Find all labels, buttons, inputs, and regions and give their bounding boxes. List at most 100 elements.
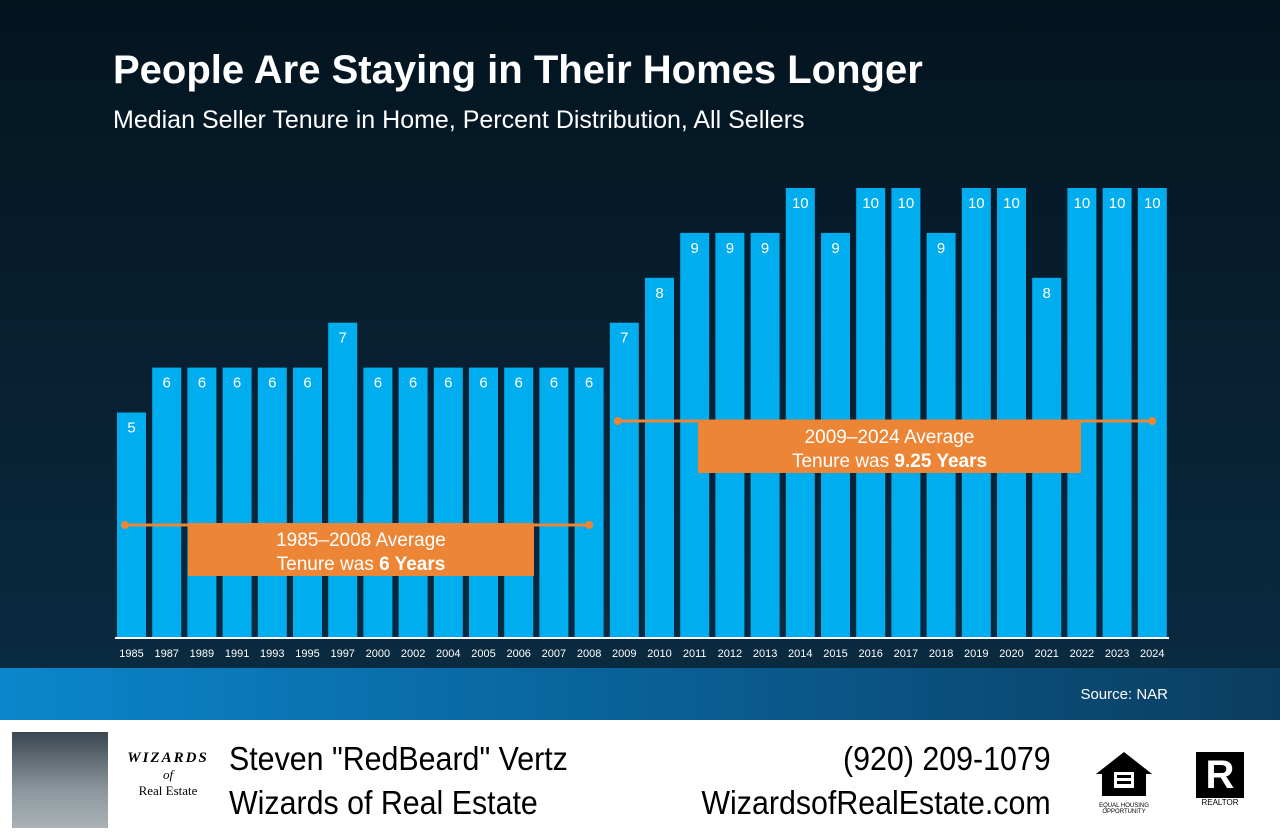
footer: WIZARDS of Real Estate Steven "RedBeard"… (0, 720, 1280, 840)
data-label-2021: 8 (1043, 285, 1051, 302)
x-tick-label: 1993 (260, 648, 284, 660)
realtor-logo: R REALTOR (1192, 752, 1248, 807)
equal-housing-logo: EQUAL HOUSING OPPORTUNITY (1094, 750, 1154, 815)
bar-2014 (785, 188, 815, 637)
data-label-2005: 6 (479, 375, 487, 392)
data-label-2012: 9 (726, 240, 734, 257)
bar-2019 (961, 188, 991, 637)
bar-2024 (1137, 188, 1167, 637)
chart-area: People Are Staying in Their Homes Longer… (0, 0, 1280, 668)
realtor-icon: R (1196, 752, 1244, 798)
bar-2000 (363, 367, 393, 637)
bar-2009 (609, 322, 639, 637)
bar-1997 (328, 322, 358, 637)
x-tick-label: 2007 (542, 648, 566, 660)
bar-2005 (469, 367, 498, 637)
data-label-2009: 7 (620, 330, 628, 347)
x-tick-label: 2011 (683, 648, 707, 660)
x-tick-label: 2020 (999, 648, 1023, 660)
x-tick-label: 2014 (788, 648, 812, 660)
bar-2008 (574, 367, 604, 637)
x-tick-label: 1989 (190, 648, 214, 660)
x-tick-label: 2006 (506, 648, 530, 660)
x-tick-label: 1997 (330, 648, 354, 660)
x-tick-label: 2015 (823, 648, 847, 660)
data-label-2020: 10 (1003, 195, 1020, 212)
average-line-endpoint (1148, 417, 1157, 425)
x-tick-label: 1987 (154, 648, 178, 660)
data-label-2008: 6 (585, 375, 593, 392)
data-label-1989: 6 (198, 375, 206, 392)
average-callout (188, 523, 534, 576)
average-callout-line1: 1985–2008 Average (276, 530, 446, 551)
data-label-1997: 7 (339, 330, 347, 347)
average-callout-line2: Tenure was 9.25 Years (792, 451, 987, 472)
x-tick-label: 2009 (612, 648, 636, 660)
equal-housing-icon (1096, 752, 1152, 796)
chart-title: People Are Staying in Their Homes Longer (113, 48, 923, 92)
average-callout (698, 420, 1081, 473)
bar-2010 (645, 277, 674, 637)
x-tick-label: 2022 (1070, 648, 1094, 660)
x-tick-label: 2010 (647, 648, 671, 660)
data-label-2019: 10 (968, 195, 985, 212)
bar-2007 (539, 367, 569, 637)
data-label-2018: 9 (937, 240, 945, 257)
bar-chart: 5 1985 6 1987 6 1989 6 1991 6 1993 6 1995 7 1997 6 2000… (117, 188, 1167, 660)
x-tick-label: 2016 (858, 648, 882, 660)
bar-2004 (433, 367, 463, 637)
data-label-1993: 6 (268, 375, 276, 392)
x-tick-label: 2023 (1105, 648, 1129, 660)
company-logo: WIZARDS of Real Estate (127, 750, 209, 798)
average-line-endpoint (585, 521, 594, 529)
data-label-2006: 6 (515, 375, 523, 392)
x-tick-label: 2005 (471, 648, 495, 660)
data-label-1985: 5 (127, 420, 135, 437)
bar-1991 (222, 367, 252, 637)
bar-2006 (504, 367, 534, 637)
data-label-1995: 6 (303, 375, 311, 392)
x-tick-label: 2018 (929, 648, 953, 660)
average-line-endpoint (121, 521, 129, 529)
average-line-endpoint (613, 417, 622, 425)
bar-2023 (1102, 188, 1132, 637)
data-label-2015: 9 (831, 240, 839, 257)
x-tick-label: 2017 (894, 648, 918, 660)
bar-2017 (891, 188, 921, 637)
bar-2020 (997, 188, 1026, 637)
x-tick-label: 2012 (718, 648, 742, 660)
agent-name: Steven "RedBeard" Vertz (229, 740, 568, 777)
x-tick-label: 1995 (295, 648, 319, 660)
website-link[interactable]: WizardsofRealEstate.com (701, 784, 1051, 821)
data-label-1991: 6 (233, 375, 241, 392)
bar-2022 (1067, 188, 1097, 637)
average-callout-line1: 2009–2024 Average (805, 427, 975, 448)
x-tick-label: 2008 (577, 648, 601, 660)
data-label-2023: 10 (1109, 195, 1126, 212)
data-label-2010: 8 (655, 285, 663, 302)
x-tick-label: 2013 (753, 648, 777, 660)
data-label-2000: 6 (374, 375, 382, 392)
phone-number[interactable]: (920) 209-1079 (843, 740, 1051, 777)
x-tick-label: 2002 (401, 648, 425, 660)
data-label-2022: 10 (1074, 195, 1091, 212)
source-label: Source: NAR (1080, 686, 1168, 703)
x-tick-label: 2024 (1140, 648, 1164, 660)
chart-subtitle: Median Seller Tenure in Home, Percent Di… (113, 106, 805, 134)
x-tick-label: 2004 (436, 648, 460, 660)
bar-1995 (293, 367, 322, 637)
x-tick-label: 2019 (964, 648, 988, 660)
data-label-1987: 6 (163, 375, 171, 392)
x-tick-label: 2021 (1034, 648, 1058, 660)
agent-photo (12, 732, 108, 828)
x-tick-label: 1985 (119, 648, 143, 660)
data-label-2016: 10 (862, 195, 879, 212)
bar-2002 (398, 367, 428, 637)
data-label-2017: 10 (898, 195, 915, 212)
average-callout-line2: Tenure was 6 Years (277, 554, 446, 575)
bar-2016 (856, 188, 886, 637)
company-name: Wizards of Real Estate (229, 784, 538, 821)
data-label-2024: 10 (1144, 195, 1161, 212)
source-band: Source: NAR (0, 668, 1280, 720)
data-label-2002: 6 (409, 375, 417, 392)
